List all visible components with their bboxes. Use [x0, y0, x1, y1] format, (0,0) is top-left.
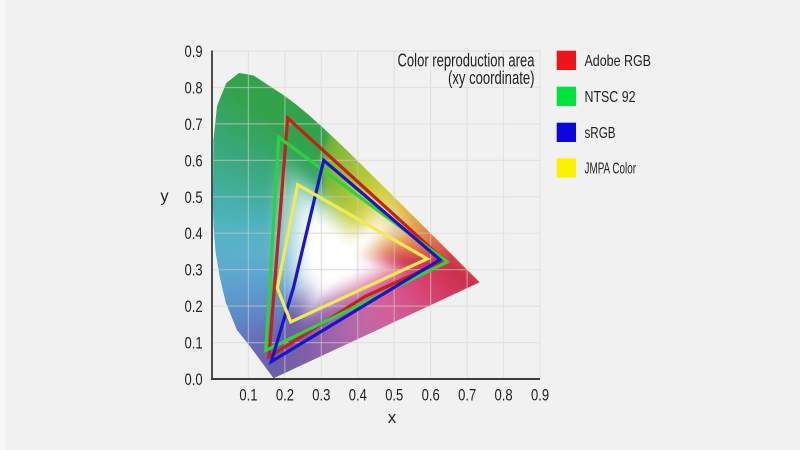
svg-text:Color reproduction area: Color reproduction area — [398, 50, 536, 70]
svg-text:0.4: 0.4 — [185, 225, 203, 243]
svg-text:y: y — [160, 188, 169, 206]
svg-text:0.0: 0.0 — [185, 371, 203, 389]
svg-text:0.1: 0.1 — [239, 386, 257, 404]
svg-text:0.3: 0.3 — [312, 386, 330, 404]
svg-text:0.4: 0.4 — [349, 386, 367, 404]
svg-text:0.8: 0.8 — [185, 80, 203, 98]
svg-text:0.9: 0.9 — [185, 43, 203, 61]
svg-text:0.5: 0.5 — [385, 386, 403, 404]
svg-text:0.5: 0.5 — [185, 189, 203, 207]
svg-text:0.6: 0.6 — [422, 386, 440, 404]
svg-text:(xy coordinate): (xy coordinate) — [448, 68, 535, 88]
svg-text:0.2: 0.2 — [185, 298, 203, 316]
svg-text:Adobe RGB: Adobe RGB — [585, 53, 652, 70]
svg-text:NTSC 92: NTSC 92 — [585, 89, 636, 106]
svg-text:0.3: 0.3 — [185, 262, 203, 280]
svg-text:sRGB: sRGB — [585, 125, 616, 142]
svg-text:0.2: 0.2 — [276, 386, 294, 404]
svg-text:JMPA Color: JMPA Color — [585, 161, 637, 178]
svg-text:0.6: 0.6 — [185, 152, 203, 170]
svg-text:0.1: 0.1 — [185, 335, 203, 353]
svg-text:x: x — [388, 409, 397, 427]
svg-text:0.7: 0.7 — [458, 386, 476, 404]
svg-text:0.7: 0.7 — [185, 116, 203, 134]
svg-text:0.8: 0.8 — [495, 386, 513, 404]
svg-text:0.9: 0.9 — [531, 386, 549, 404]
